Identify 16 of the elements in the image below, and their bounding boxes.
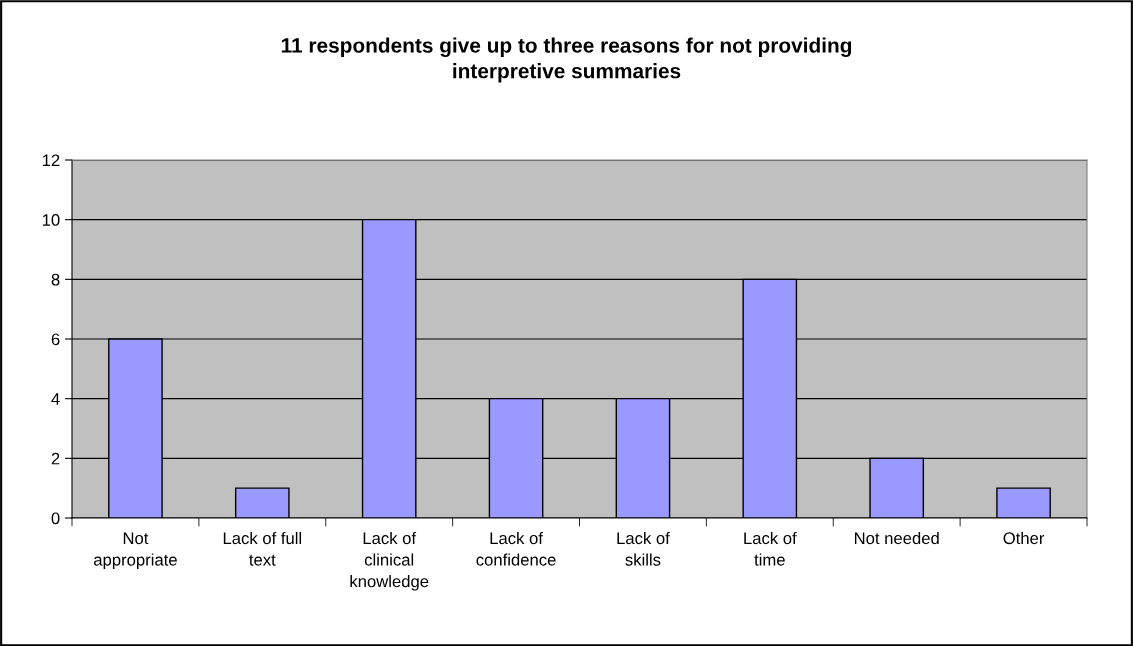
y-tick-label: 8 bbox=[51, 273, 60, 286]
x-tick-label: Lack of full text bbox=[223, 531, 302, 566]
y-tick-label: 10 bbox=[42, 214, 60, 226]
x-tick-label: Lack of clinical knowledge bbox=[350, 531, 429, 591]
chart-title: 11 respondents give up to three reasons for not providing interpretive summaries bbox=[281, 37, 852, 83]
x-tick-label: Not needed bbox=[854, 531, 939, 545]
x-tick-label: Other bbox=[1003, 531, 1045, 545]
y-tick-label: 6 bbox=[51, 333, 60, 346]
y-tick-label: 2 bbox=[51, 452, 60, 465]
x-tick-label: Lack of skills bbox=[617, 531, 670, 566]
x-tick-label: Not appropriate bbox=[93, 532, 177, 569]
x-tick-label: Lack of confidence bbox=[476, 531, 556, 566]
y-tick-label: 0 bbox=[51, 512, 60, 525]
x-tick-label: Lack of time bbox=[744, 531, 797, 566]
y-tick-label: 12 bbox=[42, 154, 60, 167]
y-tick-label: 4 bbox=[51, 393, 60, 405]
